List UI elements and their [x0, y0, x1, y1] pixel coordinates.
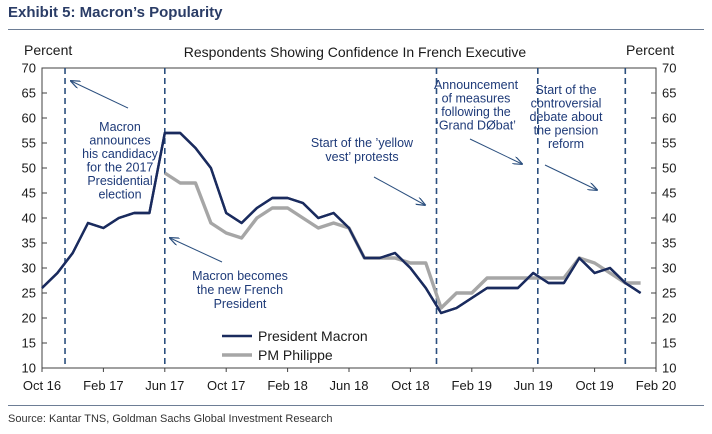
annotation-line: Announcement	[434, 78, 519, 92]
y-tick-label-right: 30	[662, 261, 676, 276]
y-tick-label-right: 20	[662, 311, 676, 326]
y-tick-label-left: 20	[22, 311, 36, 326]
y-tick-label-left: 40	[22, 211, 36, 226]
event-lines	[64, 68, 627, 368]
annotation-line: debate about	[530, 110, 604, 124]
y-tick-label-left: 25	[22, 286, 36, 301]
y-tick-label-left: 45	[22, 186, 36, 201]
annotation-line: reform	[548, 137, 584, 151]
annotation-line: President	[214, 297, 267, 311]
legend-label-macron: President Macron	[258, 328, 368, 344]
annotation-line: Start of the	[535, 83, 596, 97]
axis-labels: 10 10 15 15 20 20 25 25 30 30 35 35 40 40 45 45 50 50 55 55…	[22, 42, 677, 393]
y-tick-label-left: 35	[22, 236, 36, 251]
y-tick-label-right: 40	[662, 211, 676, 226]
x-tick-label: Oct 19	[575, 378, 613, 393]
y-tick-label-left: 65	[22, 86, 36, 101]
y-tick-label-left: 60	[22, 111, 36, 126]
y-tick-label-right: 70	[662, 61, 676, 76]
y-axis-title-left: Percent	[24, 42, 72, 58]
annotation-line: for the 2017	[87, 161, 154, 175]
x-tick-label: Feb 17	[83, 378, 123, 393]
x-tick-label: Oct 16	[23, 378, 61, 393]
arrow-president	[170, 238, 223, 263]
series-line-macron-top	[41, 131, 642, 315]
annotation-line: Start of the ’yellow	[311, 136, 414, 150]
bottom-rule	[8, 405, 704, 406]
x-tick-label: Jun 19	[514, 378, 553, 393]
annotation-line: controversial	[531, 97, 602, 111]
annotation-line: following the	[441, 105, 511, 119]
y-tick-label-left: 15	[22, 336, 36, 351]
source-note: Source: Kantar TNS, Goldman Sachs Global…	[8, 413, 333, 425]
x-tick-label: Feb 19	[452, 378, 492, 393]
y-tick-label-right: 35	[662, 236, 676, 251]
y-tick-label-right: 15	[662, 336, 676, 351]
legend-label-philippe: PM Philippe	[258, 347, 333, 363]
annotation-line: the pension	[534, 124, 599, 138]
y-tick-label-left: 50	[22, 161, 36, 176]
y-axis-title-right: Percent	[626, 42, 674, 58]
x-tick-label: Feb 18	[267, 378, 307, 393]
arrow-yellow-vest	[373, 176, 425, 205]
top-rule	[8, 29, 704, 30]
y-tick-label-left: 10	[22, 361, 36, 376]
exhibit-title: Exhibit 5: Macron’s Popularity	[8, 4, 223, 21]
annotation-line: Macron becomes	[192, 269, 288, 283]
annotation-line: of measures	[442, 92, 511, 106]
annotation-line: ‘Grand DØbat’	[436, 119, 516, 133]
annotation-line: the new French	[197, 283, 283, 297]
annotation-line: Presidential	[87, 174, 152, 188]
x-tick-label: Oct 17	[207, 378, 245, 393]
y-tick-label-right: 60	[662, 111, 676, 126]
x-tick-label: Feb 20	[636, 378, 676, 393]
y-tick-label-right: 55	[662, 136, 676, 151]
annotation-line: election	[98, 188, 141, 202]
x-tick-label: Jun 17	[145, 378, 184, 393]
y-tick-label-right: 65	[662, 86, 676, 101]
arrow-candidacy	[71, 81, 129, 109]
y-tick-label-right: 10	[662, 361, 676, 376]
y-tick-label-right: 25	[662, 286, 676, 301]
annotation-line: Macron	[99, 120, 141, 134]
annotation-line: vest’ protests	[325, 150, 398, 164]
grid-layer	[41, 67, 657, 372]
arrow-pension	[544, 164, 597, 190]
annotation-line: announces	[89, 134, 150, 148]
y-tick-label-left: 55	[22, 136, 36, 151]
y-tick-label-right: 45	[662, 186, 676, 201]
y-tick-label-right: 50	[662, 161, 676, 176]
annotation-arrows	[71, 81, 597, 263]
chart-title: Respondents Showing Confidence In French…	[184, 44, 527, 60]
series-layer	[41, 131, 642, 315]
x-tick-label: Jun 18	[329, 378, 368, 393]
legend: President Macron PM Philippe	[222, 328, 368, 363]
y-tick-label-left: 30	[22, 261, 36, 276]
x-tick-label: Oct 18	[391, 378, 429, 393]
y-tick-label-left: 70	[22, 61, 36, 76]
annotation-line: his candidacy	[82, 147, 158, 161]
arrow-grand-debat	[469, 138, 522, 164]
